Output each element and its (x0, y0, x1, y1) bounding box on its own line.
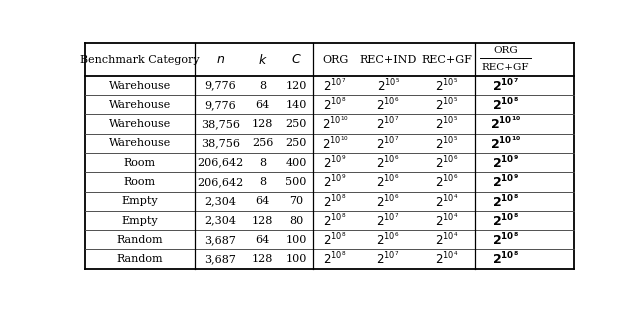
Text: 206,642: 206,642 (197, 158, 244, 168)
Text: Warehouse: Warehouse (109, 100, 171, 110)
Text: Empty: Empty (122, 196, 158, 206)
Text: $2^{10^{7}}$: $2^{10^{7}}$ (323, 77, 347, 94)
Text: 70: 70 (289, 196, 303, 206)
Text: 2,304: 2,304 (205, 196, 237, 206)
Text: $2^{10^{5}}$: $2^{10^{5}}$ (435, 77, 458, 94)
Text: 64: 64 (255, 196, 270, 206)
Text: $2^{10^{7}}$: $2^{10^{7}}$ (376, 212, 400, 229)
Text: $2^{10^{6}}$: $2^{10^{6}}$ (376, 232, 400, 248)
Text: $\mathbf{2}^{\mathbf{10}^{\mathbf{8}}}$: $\mathbf{2}^{\mathbf{10}^{\mathbf{8}}}$ (492, 96, 519, 113)
Text: $\mathbf{2}^{\mathbf{10}^{\mathbf{10}}}$: $\mathbf{2}^{\mathbf{10}^{\mathbf{10}}}$ (490, 116, 521, 132)
Text: $2^{10^{6}}$: $2^{10^{6}}$ (376, 193, 400, 210)
Text: 3,687: 3,687 (205, 235, 236, 245)
Text: $\mathbf{2}^{\mathbf{10}^{\mathbf{7}}}$: $\mathbf{2}^{\mathbf{10}^{\mathbf{7}}}$ (492, 77, 519, 94)
Text: $\mathbf{2}^{\mathbf{10}^{\mathbf{9}}}$: $\mathbf{2}^{\mathbf{10}^{\mathbf{9}}}$ (492, 154, 519, 171)
Text: 8: 8 (259, 81, 266, 91)
Text: $C$: $C$ (291, 53, 301, 66)
Text: $2^{10^{9}}$: $2^{10^{9}}$ (323, 154, 347, 171)
Text: 128: 128 (252, 254, 273, 264)
Text: 9,776: 9,776 (205, 81, 236, 91)
Text: 400: 400 (285, 158, 307, 168)
Text: Empty: Empty (122, 215, 158, 225)
Text: 120: 120 (285, 81, 307, 91)
Text: ORG: ORG (322, 55, 348, 64)
Text: 8: 8 (259, 177, 266, 187)
Text: 38,756: 38,756 (201, 119, 240, 129)
Text: $2^{10^{10}}$: $2^{10^{10}}$ (321, 116, 349, 132)
Text: $2^{10^{8}}$: $2^{10^{8}}$ (323, 193, 347, 210)
Text: $2^{10^{4}}$: $2^{10^{4}}$ (435, 251, 458, 268)
Text: Random: Random (116, 254, 163, 264)
Text: ORG: ORG (493, 46, 518, 55)
Text: $\mathbf{2}^{\mathbf{10}^{\mathbf{10}}}$: $\mathbf{2}^{\mathbf{10}^{\mathbf{10}}}$ (490, 135, 521, 152)
Text: $2^{10^{5}}$: $2^{10^{5}}$ (435, 96, 458, 113)
Text: $2^{10^{7}}$: $2^{10^{7}}$ (376, 251, 400, 268)
Text: 250: 250 (285, 119, 307, 129)
Text: 140: 140 (285, 100, 307, 110)
Text: Warehouse: Warehouse (109, 119, 171, 129)
Text: 250: 250 (285, 138, 307, 148)
Text: $2^{10^{4}}$: $2^{10^{4}}$ (435, 193, 458, 210)
Text: $2^{10^{10}}$: $2^{10^{10}}$ (321, 135, 349, 152)
Text: Random: Random (116, 235, 163, 245)
Text: $2^{10^{9}}$: $2^{10^{9}}$ (323, 174, 347, 190)
Text: 500: 500 (285, 177, 307, 187)
Text: $2^{10^{5}}$: $2^{10^{5}}$ (435, 116, 458, 132)
Text: REC+IND: REC+IND (360, 55, 417, 64)
Text: 38,756: 38,756 (201, 138, 240, 148)
Text: $2^{10^{6}}$: $2^{10^{6}}$ (376, 174, 400, 190)
Text: $n$: $n$ (216, 53, 225, 66)
Text: $2^{10^{5}}$: $2^{10^{5}}$ (376, 77, 400, 94)
Text: 3,687: 3,687 (205, 254, 236, 264)
Text: $2^{10^{7}}$: $2^{10^{7}}$ (376, 135, 400, 152)
Text: $2^{10^{4}}$: $2^{10^{4}}$ (435, 232, 458, 248)
Text: 100: 100 (285, 235, 307, 245)
Text: $\mathbf{2}^{\mathbf{10}^{\mathbf{8}}}$: $\mathbf{2}^{\mathbf{10}^{\mathbf{8}}}$ (492, 212, 519, 229)
Text: REC+GF: REC+GF (421, 55, 472, 64)
Text: $2^{10^{8}}$: $2^{10^{8}}$ (323, 251, 347, 268)
Text: Room: Room (124, 177, 156, 187)
Text: $2^{10^{5}}$: $2^{10^{5}}$ (435, 135, 458, 152)
Text: 80: 80 (289, 215, 303, 225)
Text: $k$: $k$ (258, 52, 268, 67)
Text: Warehouse: Warehouse (109, 138, 171, 148)
Text: $\mathbf{2}^{\mathbf{10}^{\mathbf{8}}}$: $\mathbf{2}^{\mathbf{10}^{\mathbf{8}}}$ (492, 232, 519, 248)
Text: $2^{10^{6}}$: $2^{10^{6}}$ (376, 96, 400, 113)
Text: REC+GF: REC+GF (482, 63, 529, 72)
Text: $2^{10^{8}}$: $2^{10^{8}}$ (323, 212, 347, 229)
Text: 2,304: 2,304 (205, 215, 237, 225)
Text: Benchmark Category: Benchmark Category (80, 55, 200, 64)
Text: $2^{10^{8}}$: $2^{10^{8}}$ (323, 96, 347, 113)
Text: Room: Room (124, 158, 156, 168)
Text: 256: 256 (252, 138, 273, 148)
Text: Warehouse: Warehouse (109, 81, 171, 91)
Text: $\mathbf{2}^{\mathbf{10}^{\mathbf{8}}}$: $\mathbf{2}^{\mathbf{10}^{\mathbf{8}}}$ (492, 251, 519, 268)
Text: 64: 64 (255, 235, 270, 245)
Text: 128: 128 (252, 215, 273, 225)
Text: $2^{10^{7}}$: $2^{10^{7}}$ (376, 116, 400, 132)
Text: 9,776: 9,776 (205, 100, 236, 110)
Text: 128: 128 (252, 119, 273, 129)
Text: $2^{10^{6}}$: $2^{10^{6}}$ (376, 154, 400, 171)
Text: 100: 100 (285, 254, 307, 264)
Text: $2^{10^{4}}$: $2^{10^{4}}$ (435, 212, 458, 229)
Text: $2^{10^{6}}$: $2^{10^{6}}$ (435, 154, 458, 171)
Text: 206,642: 206,642 (197, 177, 244, 187)
Text: $\mathbf{2}^{\mathbf{10}^{\mathbf{9}}}$: $\mathbf{2}^{\mathbf{10}^{\mathbf{9}}}$ (492, 174, 519, 190)
Text: $\mathbf{2}^{\mathbf{10}^{\mathbf{8}}}$: $\mathbf{2}^{\mathbf{10}^{\mathbf{8}}}$ (492, 193, 519, 210)
Text: 8: 8 (259, 158, 266, 168)
Text: $2^{10^{8}}$: $2^{10^{8}}$ (323, 232, 347, 248)
Text: $2^{10^{6}}$: $2^{10^{6}}$ (435, 174, 458, 190)
Text: 64: 64 (255, 100, 270, 110)
